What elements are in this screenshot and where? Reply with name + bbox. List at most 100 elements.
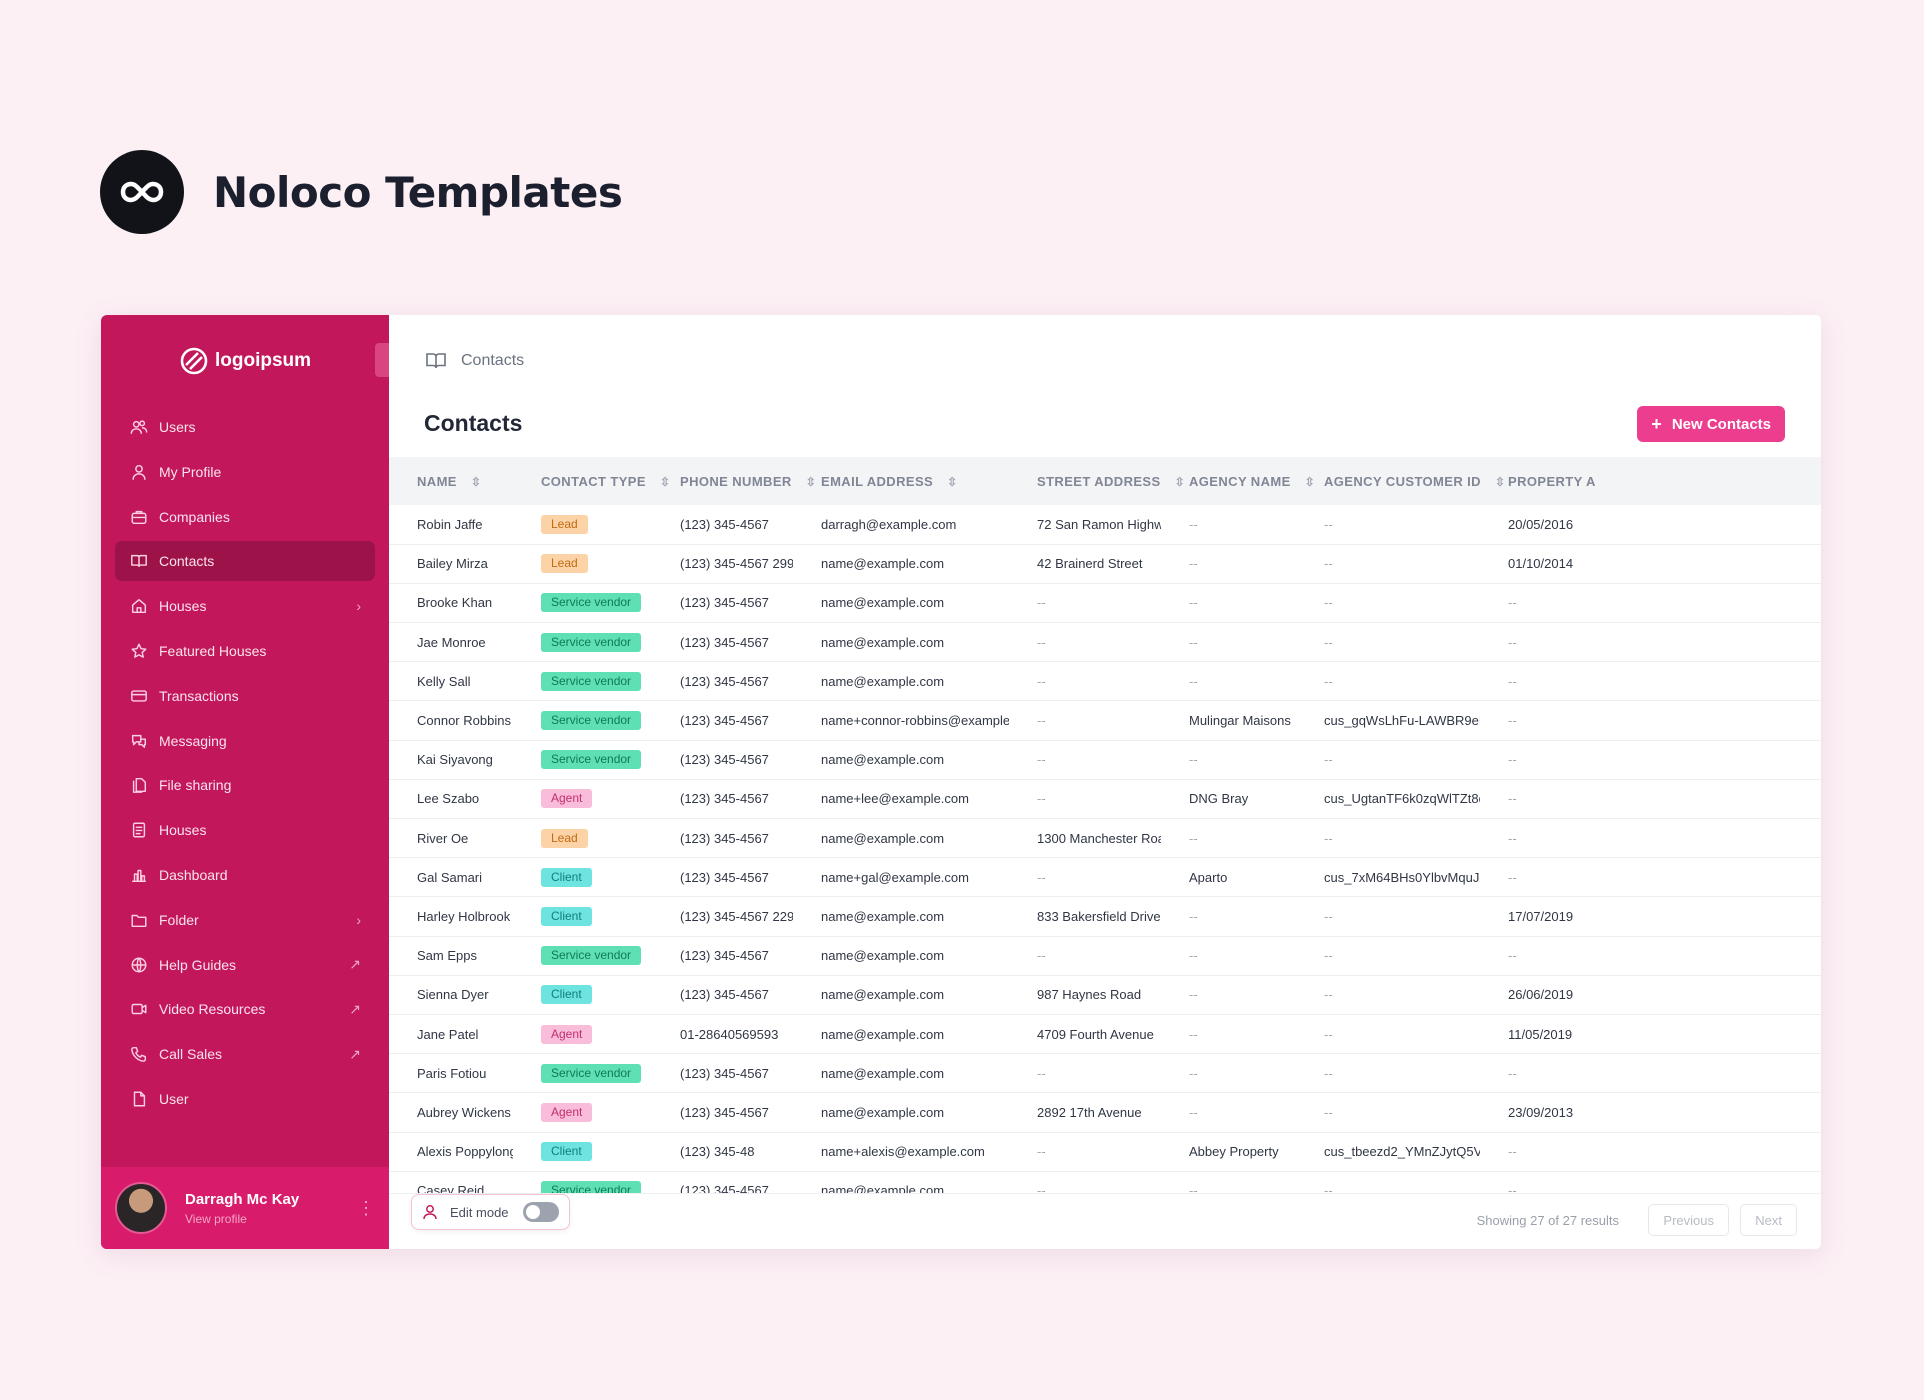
table-cell: Aparto [1189, 869, 1228, 885]
table-row[interactable]: Casey Reid Service vendor (123) 345-4567 na… [389, 1171, 1821, 1193]
table-cell: name@example.com [821, 830, 945, 846]
user-menu-icon[interactable]: ⋮ [357, 1197, 375, 1218]
user-name: Darragh Mc Kay [185, 1190, 300, 1208]
page-title: Contacts [424, 410, 523, 436]
sort-icon[interactable]: ⇳ [470, 474, 482, 489]
table-cell: -- [1189, 830, 1198, 846]
book-icon [129, 551, 149, 571]
breadcrumb-current[interactable]: Contacts [461, 352, 525, 369]
sidebar-item-users[interactable]: Users [115, 407, 375, 447]
sidebar-item-video-resources[interactable]: Video Resources ↗ [115, 989, 375, 1029]
table-row[interactable]: Brooke Khan Service vendor (123) 345-4567 n… [389, 583, 1821, 623]
table-row[interactable]: Aubrey Wickens Agent (123) 345-4567 name@ex… [389, 1093, 1821, 1132]
sort-icon[interactable]: ⇳ [1494, 474, 1506, 489]
table-row[interactable]: Kai Siyavong Service vendor (123) 345-4567… [389, 740, 1821, 780]
app-window: logoipsum Users My Profile Companies Contac… [101, 315, 1821, 1249]
column-header[interactable]: PHONE NUMBER ⇳ [652, 457, 816, 505]
sidebar-item-houses[interactable]: Houses › [115, 586, 375, 626]
table-row[interactable]: Gal Samari Client (123) 345-4567 name+gal@e… [389, 858, 1821, 897]
column-header[interactable]: AGENCY NAME ⇳ [1161, 457, 1315, 505]
table-cell: Aubrey Wickens [417, 1104, 511, 1120]
sort-icon[interactable]: ⇳ [659, 474, 671, 489]
sidebar-item-file-sharing[interactable]: File sharing [115, 765, 375, 805]
sidebar-item-transactions[interactable]: Transactions [115, 676, 375, 716]
sidebar-item-dashboard[interactable]: Dashboard [115, 855, 375, 895]
sidebar-item-label: User [159, 1090, 189, 1107]
table-cell: (123) 345-4567 [680, 752, 769, 768]
sort-icon[interactable]: ⇳ [1174, 474, 1186, 489]
next-button[interactable]: Next [1740, 1204, 1797, 1236]
sidebar-item-help-guides[interactable]: Help Guides ↗ [115, 945, 375, 985]
column-header[interactable]: NAME ⇳ [389, 457, 513, 505]
edit-mode-toggle[interactable] [522, 1202, 559, 1222]
table-row[interactable]: Sienna Dyer Client (123) 345-4567 name@exam… [389, 975, 1821, 1015]
column-header[interactable]: CONTACT TYPE ⇳ [513, 457, 670, 505]
previous-button[interactable]: Previous [1648, 1204, 1729, 1236]
table-cell: -- [1324, 908, 1333, 924]
sidebar-item-call-sales[interactable]: Call Sales ↗ [115, 1034, 375, 1074]
sidebar-item-messaging[interactable]: Messaging [115, 721, 375, 761]
table-cell: -- [1508, 1183, 1517, 1193]
table-row[interactable]: Jane Patel Agent 01-28640569593 name@exampl… [389, 1014, 1821, 1054]
table-row[interactable]: Connor Robbins Service vendor (123) 345-45… [389, 701, 1821, 741]
table-cell: (123) 345-48 [680, 1144, 755, 1160]
table-row[interactable]: Robin Jaffe Lead (123) 345-4567 darragh@exa… [389, 505, 1821, 545]
sidebar-item-companies[interactable]: Companies [115, 497, 375, 537]
user-edit-icon [423, 1205, 437, 1220]
avatar[interactable] [115, 1182, 167, 1234]
sidebar-item-my-profile[interactable]: My Profile [115, 452, 375, 492]
sidebar-logo[interactable]: logoipsum [101, 315, 389, 407]
column-header[interactable]: EMAIL ADDRESS ⇳ [793, 457, 1009, 505]
sidebar-item-user[interactable]: User [115, 1079, 375, 1119]
table-cell: (123) 345-4567 [680, 595, 769, 611]
table-row[interactable]: Alexis Poppylong Client (123) 345-48 name+a… [389, 1132, 1821, 1172]
video-icon [129, 999, 149, 1019]
table-cell: -- [1508, 830, 1517, 846]
sidebar-collapse-handle[interactable] [375, 343, 389, 377]
new-contacts-button[interactable]: + New Contacts [1637, 406, 1785, 442]
contacts-table-wrap[interactable]: NAME ⇳ CONTACT TYPE ⇳ PHONE NUMBER ⇳ EMAIL ADD… [389, 457, 1821, 1193]
contact-type-badge: Client [541, 985, 592, 1005]
table-row[interactable]: Bailey Mirza Lead (123) 345-4567 299 name@e… [389, 544, 1821, 584]
contacts-table: NAME ⇳ CONTACT TYPE ⇳ PHONE NUMBER ⇳ EMAIL ADD… [389, 457, 1821, 1193]
table-cell: Client [513, 975, 652, 1014]
phone-icon [129, 1044, 149, 1064]
user-footer[interactable]: Darragh Mc Kay View profile ⋮ [101, 1167, 389, 1249]
sidebar-item-featured-houses[interactable]: Featured Houses [115, 631, 375, 671]
table-cell: -- [1189, 595, 1198, 611]
table-row[interactable]: Lee Szabo Agent (123) 345-4567 name+lee@exa… [389, 779, 1821, 819]
sidebar-item-contacts[interactable]: Contacts [115, 541, 375, 582]
table-cell: (123) 345-4567 [680, 673, 769, 689]
sidebar-item-label: Featured Houses [159, 642, 267, 659]
sort-icon[interactable]: ⇳ [805, 474, 817, 489]
column-header-label: STREET ADDRESS [1037, 473, 1161, 489]
column-header-label: PHONE NUMBER [680, 473, 792, 489]
column-header[interactable]: STREET ADDRESS ⇳ [1009, 457, 1185, 505]
table-cell: (123) 345-4567 [680, 869, 769, 885]
table-row[interactable]: Sam Epps Service vendor (123) 345-4567 name… [389, 936, 1821, 976]
credit-card-icon [129, 686, 149, 706]
table-row[interactable]: Paris Fotiou Service vendor (123) 345-4567… [389, 1054, 1821, 1093]
sort-icon[interactable]: ⇳ [947, 474, 958, 489]
chat-icon [129, 731, 149, 751]
table-row[interactable]: Kelly Sall Service vendor (123) 345-4567 na… [389, 662, 1821, 701]
table-cell: name@example.com [821, 1104, 945, 1120]
table-cell: -- [1037, 595, 1046, 611]
column-header[interactable]: PROPERTY A [1480, 457, 1821, 505]
sidebar-item-folder[interactable]: Folder › [115, 900, 375, 940]
table-cell: name@example.com [821, 673, 945, 689]
table-cell: Mulingar Maisons [1189, 713, 1291, 729]
edit-mode-control[interactable]: Edit mode [411, 1194, 570, 1230]
contact-type-badge: Service vendor [541, 946, 642, 966]
sidebar-item-houses[interactable]: Houses [115, 810, 375, 850]
table-cell: Robin Jaffe [417, 516, 483, 532]
table-row[interactable]: River Oe Lead (123) 345-4567 name@example.c… [389, 819, 1821, 858]
table-cell: (123) 345-4567 [680, 516, 769, 532]
table-cell: Service vendor [513, 701, 652, 740]
sort-icon[interactable]: ⇳ [1304, 474, 1316, 489]
table-row[interactable]: Harley Holbrook Client (123) 345-4567 2299… [389, 897, 1821, 937]
table-cell: Lead [513, 505, 652, 544]
view-profile-link[interactable]: View profile [185, 1211, 247, 1226]
table-row[interactable]: Jae Monroe Service vendor (123) 345-4567 na… [389, 623, 1821, 662]
column-header[interactable]: AGENCY CUSTOMER ID ⇳ [1296, 457, 1505, 505]
